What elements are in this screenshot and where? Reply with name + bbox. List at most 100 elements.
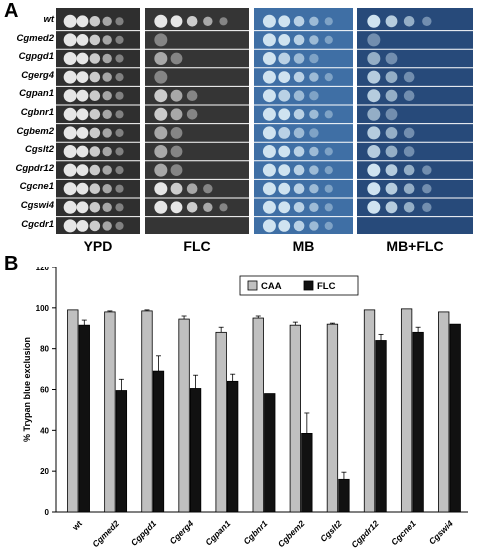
x-tick-label: wt xyxy=(69,518,84,533)
colony-spot xyxy=(170,201,183,214)
y-tick-label: 80 xyxy=(40,345,49,354)
colony-spot xyxy=(170,182,183,195)
colony-spot xyxy=(385,89,398,102)
colony-spot xyxy=(278,52,291,65)
y-tick-label: 60 xyxy=(40,386,49,395)
colony-spot xyxy=(76,71,89,83)
colony-spot xyxy=(262,126,276,140)
colony-spot xyxy=(278,145,291,158)
colony-spot xyxy=(170,127,183,139)
colony-spot xyxy=(154,126,168,140)
colony-spot xyxy=(278,182,291,195)
x-tick-label: Cgcne1 xyxy=(389,518,418,547)
colony-spot xyxy=(309,109,319,120)
colony-spot xyxy=(262,200,276,214)
colony-spot xyxy=(170,89,183,102)
colony-spot xyxy=(154,70,168,84)
strain-label: Cgswi4 xyxy=(20,200,54,211)
x-tick-label: Cgpdr12 xyxy=(349,518,381,550)
colony-spot xyxy=(102,202,112,212)
colony-spot xyxy=(324,17,333,26)
colony-spot xyxy=(262,89,276,103)
colony-spot xyxy=(422,202,432,212)
colony-spot xyxy=(324,166,333,175)
colony-spot xyxy=(385,71,398,83)
colony-spot xyxy=(170,52,183,65)
bar-flc xyxy=(412,331,424,513)
colony-spot xyxy=(76,182,89,195)
colony-spot xyxy=(293,109,305,120)
colony-spot xyxy=(385,108,398,121)
y-tick-label: 20 xyxy=(40,467,49,476)
bar-flc xyxy=(338,478,350,513)
plate-ypd xyxy=(56,8,140,234)
colony-spot xyxy=(278,220,291,232)
bar-caa xyxy=(67,309,79,513)
legend-label: FLC xyxy=(317,281,336,292)
colony-spot xyxy=(219,203,228,212)
colony-spot xyxy=(76,127,89,139)
colony-spot xyxy=(278,34,291,46)
colony-spot xyxy=(367,70,381,84)
colony-spot xyxy=(115,166,124,175)
condition-label: MB+FLC xyxy=(386,238,444,254)
colony-spot xyxy=(203,202,213,212)
colony-spot xyxy=(76,34,89,46)
colony-spot xyxy=(293,71,305,83)
bar-caa xyxy=(104,311,116,513)
colony-spot xyxy=(154,107,168,121)
colony-spot xyxy=(102,146,112,157)
plate-background xyxy=(145,8,249,234)
x-tick-label: Cgerg4 xyxy=(167,518,195,546)
colony-spot xyxy=(309,202,319,212)
colony-spot xyxy=(422,184,432,194)
colony-spot xyxy=(115,221,124,230)
colony-spot xyxy=(293,53,305,64)
colony-spot xyxy=(422,16,432,26)
colony-spot xyxy=(186,16,198,27)
colony-spot xyxy=(89,71,101,83)
colony-spot xyxy=(115,147,124,156)
colony-spot xyxy=(367,200,381,214)
colony-spot xyxy=(403,146,415,157)
colony-spot xyxy=(403,90,415,101)
colony-spot xyxy=(385,52,398,65)
colony-spot xyxy=(262,163,276,177)
colony-spot xyxy=(102,91,112,101)
colony-spot xyxy=(102,128,112,138)
colony-spot xyxy=(63,52,77,65)
colony-spot xyxy=(89,53,101,64)
colony-spot xyxy=(278,201,291,214)
colony-spot xyxy=(293,220,305,232)
bar-caa xyxy=(363,309,376,513)
colony-spot xyxy=(324,110,333,119)
legend-swatch xyxy=(247,280,258,291)
colony-spot xyxy=(102,72,112,82)
bar-flc xyxy=(301,432,313,513)
colony-spot xyxy=(278,108,291,121)
plate-background xyxy=(357,8,473,234)
colony-spot xyxy=(76,15,89,28)
colony-spot xyxy=(262,219,276,233)
colony-spot xyxy=(324,221,333,230)
colony-spot xyxy=(293,34,305,46)
strain-label: wt xyxy=(43,14,54,25)
colony-spot xyxy=(309,72,319,82)
strain-label: Cgmed2 xyxy=(16,32,54,44)
colony-spot xyxy=(262,52,276,65)
colony-spot xyxy=(403,202,415,213)
colony-spot xyxy=(186,90,198,101)
legend-swatch xyxy=(303,280,314,291)
bar-flc xyxy=(449,323,461,513)
x-tick-label: Cgmed2 xyxy=(90,518,121,549)
colony-spot xyxy=(154,163,168,177)
colony-spot xyxy=(219,17,228,26)
colony-spot xyxy=(309,91,319,101)
colony-spot xyxy=(385,182,398,195)
colony-spot xyxy=(385,15,398,28)
colony-spot xyxy=(63,182,77,196)
bar-flc xyxy=(264,393,276,513)
colony-spot xyxy=(76,52,89,65)
colony-spot xyxy=(309,128,319,138)
colony-spot xyxy=(367,163,381,177)
